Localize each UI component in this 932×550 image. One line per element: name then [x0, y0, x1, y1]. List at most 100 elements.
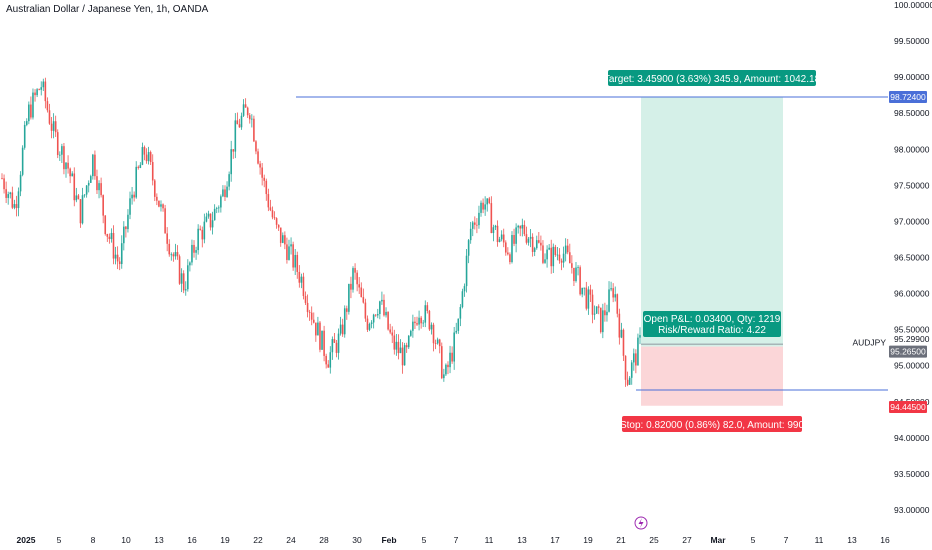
- candle-body: [432, 324, 435, 344]
- pnl-label: Open P&L: 0.03400, Qty: 1219: [644, 314, 781, 325]
- candle-body: [203, 221, 206, 240]
- candle-body: [21, 147, 24, 175]
- candle-body: [77, 195, 80, 200]
- candle-body: [628, 377, 631, 385]
- candle-body: [451, 352, 453, 362]
- target-label-box: [608, 70, 816, 86]
- candle-body: [304, 296, 307, 303]
- candle-body: [529, 236, 532, 239]
- y-tick-label: 96.50000: [894, 252, 930, 262]
- x-tick-label: 8: [91, 535, 96, 545]
- candle-body: [284, 235, 286, 245]
- candle-body: [564, 245, 567, 254]
- x-tick-label: 13: [847, 535, 857, 545]
- candle-body: [17, 191, 20, 209]
- candle-body: [465, 255, 468, 287]
- candle-body: [114, 254, 117, 259]
- candle-body: [581, 287, 583, 295]
- candle-body: [376, 314, 379, 316]
- x-tick-label: Feb: [381, 535, 396, 545]
- candle-body: [546, 249, 548, 260]
- candle-body: [459, 307, 462, 319]
- candle-body: [36, 89, 38, 96]
- lightning-icon: [634, 516, 648, 530]
- candle-body: [98, 183, 100, 191]
- candle-body: [15, 204, 18, 209]
- candle-body: [449, 352, 451, 368]
- candle-body: [191, 244, 193, 263]
- low-price-label: 94.44500: [890, 402, 926, 412]
- candle-body: [364, 302, 367, 319]
- candle-body: [34, 92, 36, 96]
- y-tick-label: 95.00000: [894, 361, 930, 371]
- candle-body: [184, 289, 187, 291]
- candle-body: [608, 289, 610, 312]
- candle-body: [494, 225, 497, 228]
- candle-body: [319, 322, 321, 350]
- candle-body: [391, 332, 394, 336]
- x-tick-label: 30: [352, 535, 362, 545]
- candle-body: [461, 291, 464, 308]
- candle-body: [310, 312, 313, 320]
- candle-body: [110, 232, 113, 240]
- low-price-box: [889, 401, 927, 413]
- candle-body: [211, 220, 214, 228]
- candle-body: [321, 330, 323, 350]
- candle-body: [637, 337, 639, 366]
- candle-body: [618, 313, 621, 338]
- stop-label-box: [622, 416, 802, 432]
- candle-body: [164, 208, 166, 234]
- candle-body: [277, 224, 280, 228]
- candle-body: [248, 115, 251, 120]
- candle-body: [174, 252, 177, 257]
- candle-body: [372, 314, 375, 323]
- candle-body: [292, 244, 294, 268]
- candle-body: [85, 185, 88, 195]
- candle-body: [242, 104, 245, 116]
- candle-body: [395, 341, 398, 350]
- candle-body: [350, 283, 352, 290]
- candle-body: [504, 242, 507, 253]
- candle-body: [187, 265, 189, 290]
- candle-body: [368, 324, 371, 330]
- candle-body: [52, 121, 55, 131]
- candle-body: [370, 322, 373, 325]
- y-tick-label: 98.50000: [894, 108, 930, 118]
- candle-body: [639, 335, 641, 338]
- candle-body: [131, 194, 133, 199]
- candle-body: [112, 232, 115, 259]
- candle-body: [589, 289, 592, 295]
- candle-body: [195, 250, 197, 253]
- candle-body: [263, 177, 266, 181]
- candle-body: [44, 81, 47, 102]
- candle-body: [591, 294, 594, 315]
- candle-body: [178, 256, 181, 284]
- candle-body: [160, 204, 162, 207]
- y-tick-label: 98.00000: [894, 144, 930, 154]
- candle-body: [620, 329, 623, 338]
- candle-body: [517, 225, 519, 228]
- candle-body: [335, 342, 338, 353]
- candle-body: [606, 311, 608, 316]
- candle-body: [374, 314, 377, 316]
- candle-body: [566, 245, 569, 253]
- candle-body: [403, 345, 406, 366]
- candle-body: [434, 343, 437, 344]
- pnl-box: [643, 311, 781, 337]
- candle-body: [224, 189, 226, 197]
- candle-body: [300, 276, 303, 283]
- candle-body: [226, 186, 228, 197]
- candle-body: [383, 299, 385, 316]
- target-label: Target: 3.45900 (3.63%) 345.9, Amount: 1…: [604, 74, 821, 85]
- candle-body: [635, 353, 637, 366]
- x-tick-label: 22: [253, 535, 263, 545]
- candle-body: [523, 224, 526, 235]
- candle-body: [385, 311, 387, 316]
- candle-body: [120, 243, 123, 265]
- candle-body: [502, 234, 505, 243]
- candle-body: [379, 301, 381, 315]
- candle-body: [180, 273, 183, 284]
- candle-body: [168, 243, 171, 255]
- candle-body: [418, 317, 420, 325]
